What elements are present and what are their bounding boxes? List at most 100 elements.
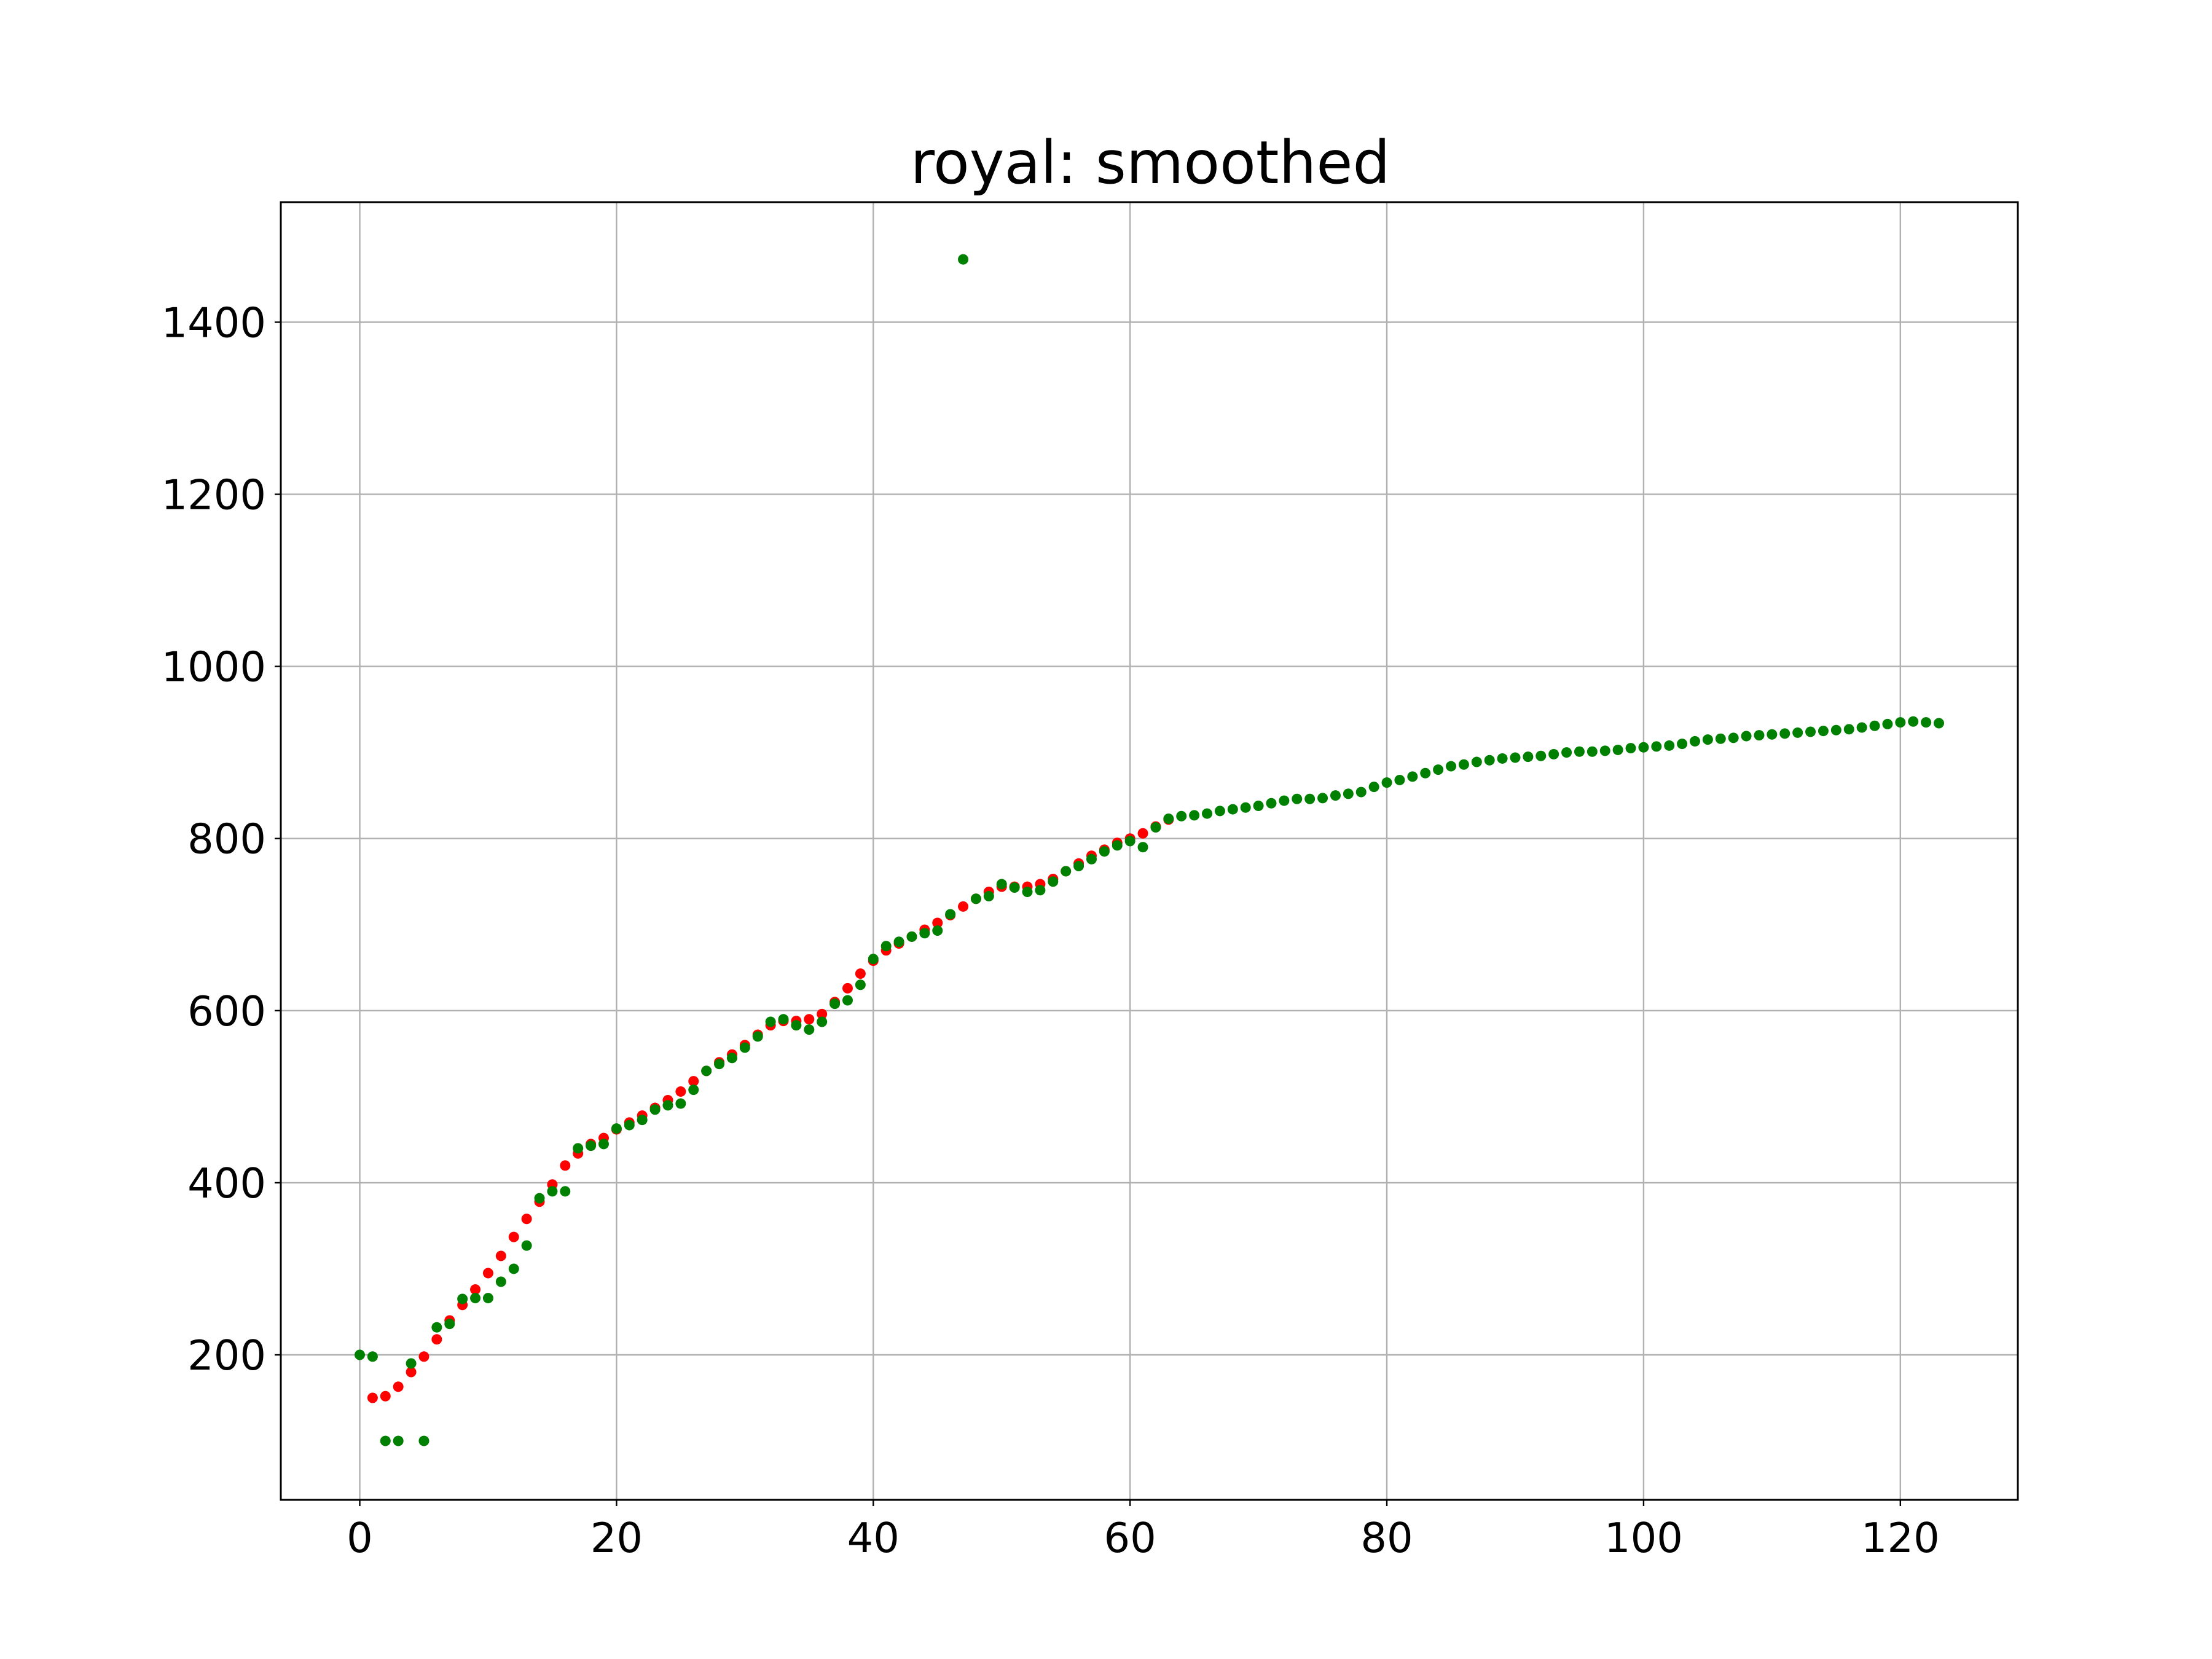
green-data-point xyxy=(1523,751,1534,763)
y-tick-label: 200 xyxy=(187,1332,266,1379)
green-data-point xyxy=(611,1123,622,1134)
red-data-point xyxy=(495,1250,506,1261)
green-data-point xyxy=(1612,744,1623,755)
green-data-point xyxy=(714,1059,725,1070)
green-data-point xyxy=(701,1065,712,1077)
green-data-point xyxy=(1343,788,1354,799)
green-data-point xyxy=(1830,724,1841,735)
red-data-point xyxy=(418,1351,429,1362)
red-data-point xyxy=(560,1160,571,1171)
green-data-point xyxy=(1022,887,1033,898)
green-data-point xyxy=(880,941,892,952)
green-data-point xyxy=(1420,767,1431,779)
green-data-point xyxy=(1869,720,1880,731)
green-data-point xyxy=(1586,746,1598,757)
green-data-point xyxy=(893,936,904,947)
green-data-point xyxy=(637,1115,648,1126)
x-tick-label: 0 xyxy=(347,1514,373,1562)
green-data-point xyxy=(1895,717,1906,728)
y-tick-label: 1400 xyxy=(161,299,266,347)
green-data-point xyxy=(1330,790,1341,801)
green-data-point xyxy=(726,1053,737,1064)
green-data-point xyxy=(1664,740,1675,751)
green-data-point xyxy=(1073,861,1084,872)
green-data-point xyxy=(367,1351,378,1362)
green-data-point xyxy=(1715,733,1726,744)
green-data-point xyxy=(355,1349,365,1360)
green-data-point xyxy=(1651,741,1662,752)
y-tick-label: 800 xyxy=(187,815,266,863)
green-data-point xyxy=(1484,755,1495,766)
x-tick-label: 40 xyxy=(847,1514,900,1562)
green-data-point xyxy=(1061,866,1072,877)
green-data-point xyxy=(1882,718,1893,729)
green-data-point xyxy=(1176,810,1187,822)
green-data-point xyxy=(983,891,994,902)
green-data-point xyxy=(1292,793,1303,804)
green-data-point xyxy=(1009,882,1020,893)
green-data-point xyxy=(804,1024,815,1035)
green-data-point xyxy=(765,1016,776,1027)
green-data-point xyxy=(1394,774,1405,785)
green-data-point xyxy=(958,254,969,265)
y-tick-label: 400 xyxy=(187,1159,266,1207)
green-data-point xyxy=(1240,802,1251,813)
green-data-point xyxy=(1317,793,1328,804)
green-data-point xyxy=(752,1031,763,1042)
green-data-point xyxy=(791,1020,802,1031)
red-data-point xyxy=(958,901,969,912)
x-tick-label: 80 xyxy=(1360,1514,1413,1562)
green-data-point xyxy=(1535,750,1547,761)
green-data-point xyxy=(1805,726,1816,737)
green-data-point xyxy=(393,1435,404,1446)
green-data-point xyxy=(1035,885,1046,896)
red-data-point xyxy=(406,1367,417,1378)
green-data-point xyxy=(932,925,943,936)
grid-lines xyxy=(281,202,2018,1500)
green-data-point xyxy=(778,1014,789,1025)
red-data-point xyxy=(431,1334,442,1345)
red-data-point xyxy=(1137,828,1148,839)
red-data-point xyxy=(675,1086,686,1097)
green-data-point xyxy=(919,928,930,939)
green-data-point xyxy=(431,1322,442,1333)
green-data-point xyxy=(868,954,879,965)
tick-labels: 0 20 40 60 80 100 120 200 400 600 800 1000 1200 1400 xyxy=(161,299,1939,1562)
green-data-point xyxy=(1458,759,1469,770)
green-data-point xyxy=(817,1016,828,1027)
red-data-point xyxy=(855,968,866,979)
red-data-point xyxy=(842,982,853,994)
green-data-point xyxy=(586,1140,597,1151)
red-data-point xyxy=(688,1076,699,1087)
green-data-point xyxy=(1368,782,1379,793)
red-data-point xyxy=(470,1284,481,1295)
green-data-point xyxy=(739,1042,750,1053)
green-data-point xyxy=(1124,836,1135,847)
green-data-point xyxy=(1792,727,1803,738)
green-data-point xyxy=(1818,726,1829,737)
green-data-point xyxy=(1728,732,1739,743)
green-data-point xyxy=(1934,718,1944,729)
green-data-point xyxy=(1407,771,1418,782)
green-data-point xyxy=(521,1240,532,1251)
green-data-point xyxy=(457,1293,468,1304)
green-data-point xyxy=(1381,777,1392,788)
green-data-point xyxy=(1214,806,1225,817)
green-data-point xyxy=(598,1139,609,1150)
green-data-point xyxy=(547,1186,558,1197)
green-data-point xyxy=(482,1293,493,1304)
green-data-point xyxy=(1574,746,1585,757)
green-data-point xyxy=(418,1435,429,1446)
green-data-point xyxy=(688,1084,699,1096)
green-data-point xyxy=(1202,808,1213,819)
green-data-point xyxy=(855,979,866,990)
green-data-point xyxy=(830,998,841,1010)
green-data-point xyxy=(444,1319,455,1330)
green-data-point xyxy=(534,1193,545,1204)
green-data-point xyxy=(662,1100,673,1111)
green-data-point xyxy=(1253,800,1264,811)
green-data-point xyxy=(1227,804,1238,815)
red-data-point xyxy=(380,1390,391,1402)
green-data-point xyxy=(495,1276,506,1287)
